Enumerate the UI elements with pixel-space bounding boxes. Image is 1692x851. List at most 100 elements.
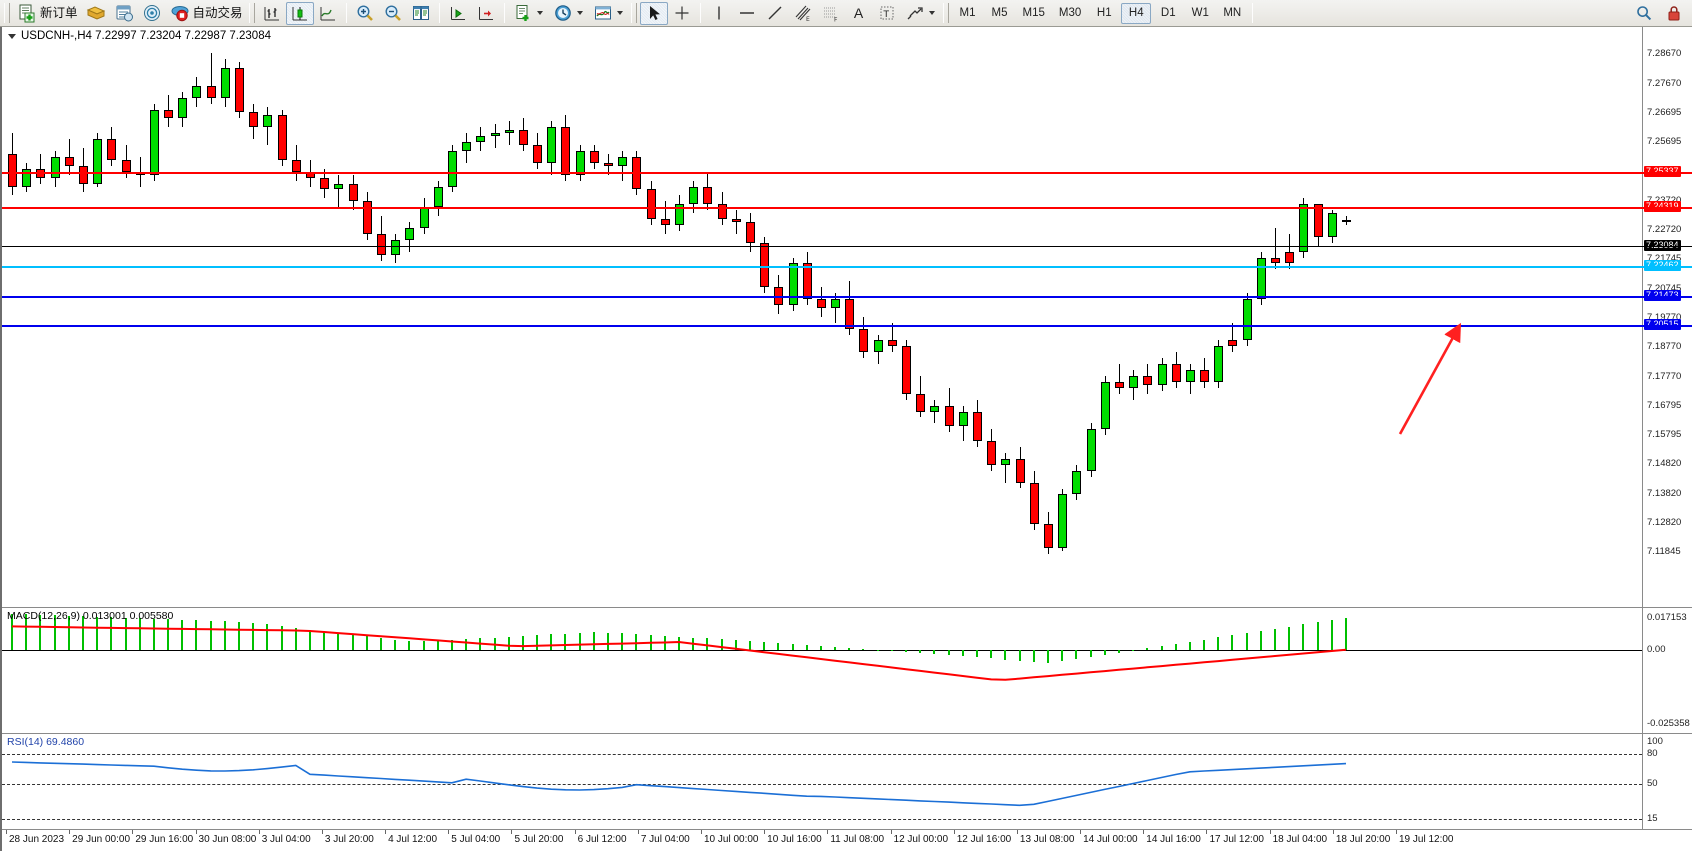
- macd-histogram-bar: [521, 636, 524, 650]
- level-line-support-1[interactable]: [2, 296, 1692, 298]
- candlestick-chart-button[interactable]: [285, 1, 314, 25]
- chart-area[interactable]: USDCNH-,H4 7.22997 7.23204 7.22987 7.230…: [0, 27, 1692, 851]
- candle-body: [462, 142, 472, 151]
- terminal-button[interactable]: [82, 2, 110, 25]
- indicators-button[interactable]: [589, 2, 629, 25]
- macd-histogram-bar: [550, 634, 553, 650]
- equidistant-channel-icon: E: [795, 5, 810, 23]
- equidistant-channel-button[interactable]: E: [789, 2, 817, 25]
- crosshair-icon: [675, 6, 689, 20]
- macd-histogram-bar: [436, 640, 439, 650]
- templates-button[interactable]: [509, 2, 549, 25]
- toolbar-grip-4[interactable]: [942, 3, 949, 23]
- timeframe-mn[interactable]: MN: [1223, 7, 1242, 19]
- text-button[interactable]: A: [845, 2, 873, 25]
- price-level-badge-support-1[interactable]: 7.21473: [1644, 290, 1681, 301]
- level-line-support-cyan[interactable]: [2, 266, 1692, 268]
- timeframe-d1[interactable]: D1: [1160, 7, 1176, 19]
- fibonacci-icon: F: [823, 7, 838, 23]
- level-line-resistance-1[interactable]: [2, 172, 1692, 174]
- timeframe-m5[interactable]: M5: [991, 7, 1008, 19]
- vertical-line-button[interactable]: [705, 2, 733, 25]
- candle-wick: [934, 399, 936, 424]
- candle-body: [547, 127, 557, 163]
- macd-histogram-bar: [507, 636, 510, 650]
- price-level-badge-resistance-2[interactable]: 7.24319: [1644, 201, 1681, 212]
- zoom-out-icon: [385, 5, 401, 21]
- search-button[interactable]: [1630, 2, 1658, 25]
- market-watch-icon: [143, 5, 160, 21]
- level-line-current-price[interactable]: [2, 246, 1692, 247]
- time-axis-tick: 12 Jul 16:00: [956, 834, 1012, 845]
- new-order-button[interactable]: 新订单: [13, 2, 82, 25]
- arrows-button[interactable]: [901, 2, 941, 25]
- chart-shift-button[interactable]: [472, 2, 500, 25]
- trendline-icon: [768, 6, 782, 20]
- time-tick-mark: [69, 830, 71, 834]
- time-axis[interactable]: 28 Jun 2023 29 Jun 00:00 29 Jun 16:00 30 Ju…: [2, 829, 1692, 851]
- macd-histogram-bar: [621, 633, 624, 650]
- fibonacci-button[interactable]: F: [817, 2, 845, 25]
- candle-wick: [1005, 452, 1007, 483]
- rsi-label: RSI(14) 69.4860: [7, 736, 85, 748]
- level-line-resistance-2[interactable]: [2, 207, 1692, 209]
- bar-chart-button[interactable]: [258, 2, 286, 25]
- line-chart-button[interactable]: [314, 2, 342, 25]
- time-axis-tick: 14 Jul 00:00: [1083, 834, 1138, 845]
- macd-histogram-bar: [1075, 650, 1078, 660]
- timeframe-h4[interactable]: H4: [1121, 2, 1152, 24]
- price-axis-tick: 7.28670: [1647, 48, 1682, 60]
- timeframe-h1[interactable]: H1: [1096, 7, 1112, 19]
- periods-button[interactable]: [549, 2, 589, 25]
- navigator-button[interactable]: [110, 2, 138, 25]
- trendline-button[interactable]: [761, 2, 789, 25]
- timeframe-m30[interactable]: M30: [1058, 7, 1082, 19]
- text-label-button[interactable]: T: [873, 2, 901, 25]
- timeframe-m15[interactable]: M15: [1022, 7, 1045, 19]
- candle-body: [391, 239, 401, 255]
- zoom-in-button[interactable]: [351, 2, 379, 25]
- zoom-out-button[interactable]: [379, 2, 407, 25]
- toolbar-grip-3[interactable]: [630, 3, 637, 23]
- candle-wick: [835, 293, 837, 323]
- rsi-pane[interactable]: [2, 734, 1642, 829]
- time-tick-mark: [258, 830, 260, 834]
- timeframe-m1[interactable]: M1: [959, 7, 976, 19]
- cursor-button[interactable]: [639, 1, 668, 25]
- timeframe-w1[interactable]: W1: [1191, 7, 1209, 19]
- toolbar-grip-2[interactable]: [248, 3, 255, 23]
- price-level-badge-support-cyan[interactable]: 7.22462: [1644, 260, 1681, 271]
- price-level-badge-current-price[interactable]: 7.23084: [1644, 240, 1681, 251]
- price-axis-tick: 7.14820: [1647, 458, 1682, 470]
- macd-pane[interactable]: [2, 608, 1642, 733]
- toolbar-grip[interactable]: [4, 3, 10, 23]
- tile-windows-button[interactable]: [407, 2, 435, 25]
- symbol-header: USDCNH-,H4 7.22997 7.23204 7.22987 7.230…: [8, 30, 271, 42]
- market-watch-button[interactable]: [138, 2, 166, 25]
- level-line-support-2[interactable]: [2, 325, 1692, 327]
- macd-histogram-bar: [294, 627, 297, 650]
- price-level-badge-resistance-1[interactable]: 7.25337: [1644, 166, 1681, 177]
- macd-histogram-bar: [365, 636, 368, 650]
- candle-body: [291, 159, 301, 172]
- crosshair-button[interactable]: [668, 2, 696, 25]
- price-axis[interactable]: 0.017153 0.00 -0.025358 100 80 50 15 7.28670 7.2…: [1643, 27, 1692, 851]
- time-axis-tick: 10 Jul 16:00: [767, 834, 822, 845]
- time-tick-mark: [1269, 830, 1271, 834]
- candle-body: [1058, 494, 1068, 548]
- candle-body: [859, 328, 869, 353]
- symbol-ohlc-text: USDCNH-,H4 7.22997 7.23204 7.22987 7.230…: [21, 30, 271, 42]
- bar-chart-icon: [264, 7, 279, 21]
- horizontal-line-button[interactable]: [733, 2, 761, 25]
- search-icon: [1637, 6, 1652, 21]
- candle-body: [987, 441, 997, 465]
- lock-button[interactable]: [1660, 2, 1688, 25]
- toolbar-right-group: [1630, 2, 1692, 25]
- autoscroll-button[interactable]: [444, 2, 472, 25]
- time-axis-tick: 18 Jul 20:00: [1335, 834, 1391, 845]
- price-level-badge-support-2[interactable]: 7.20515: [1644, 319, 1681, 330]
- candle-body: [675, 204, 684, 225]
- price-pane[interactable]: [2, 37, 1642, 564]
- autotrading-button[interactable]: 自动交易: [166, 2, 247, 25]
- chart-menu-caret-icon[interactable]: [8, 33, 16, 39]
